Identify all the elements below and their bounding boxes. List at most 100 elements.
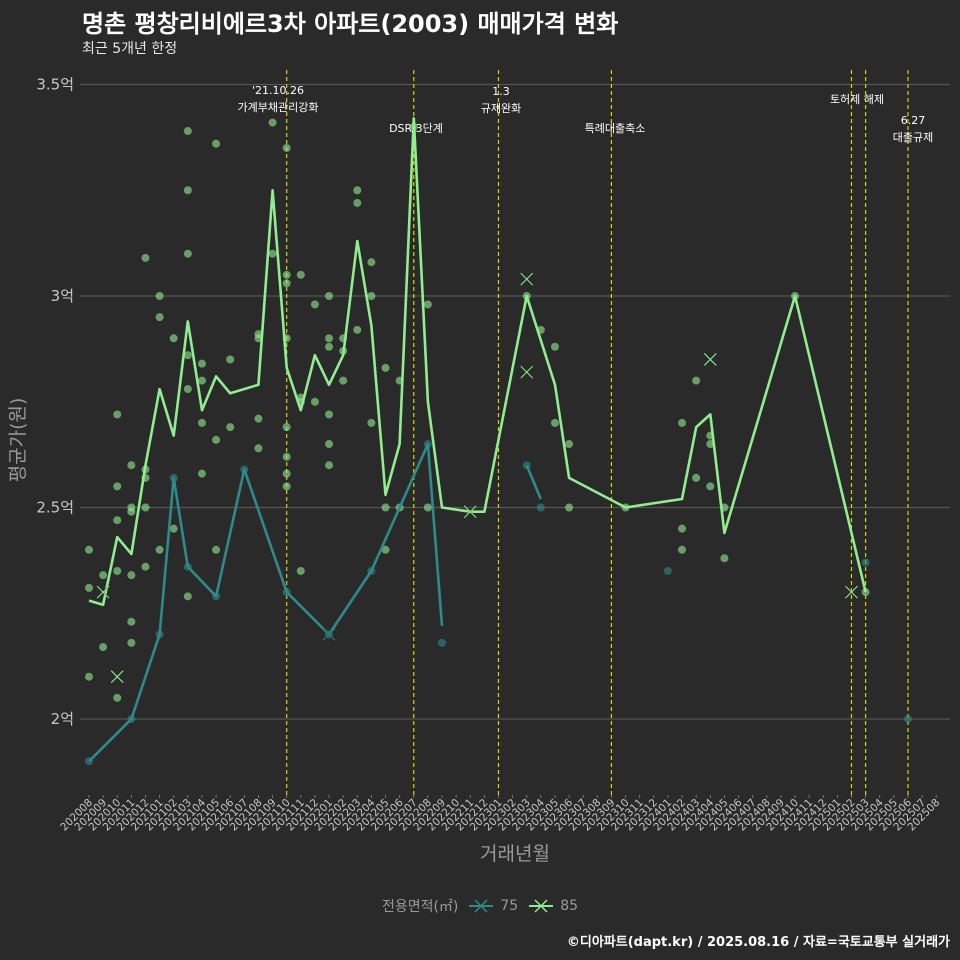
cross-marker-85-2 <box>463 505 477 519</box>
point-85-28 <box>183 249 192 258</box>
point-85-10 <box>127 461 136 470</box>
point-85-46 <box>268 249 277 258</box>
cross-marker-85-6 <box>844 585 858 599</box>
cross-marker-85-1 <box>110 670 124 684</box>
series-line-75-b <box>525 464 542 500</box>
event-label-date-6: 6.27 <box>901 114 926 127</box>
point-85-76 <box>381 363 390 372</box>
point-85-75 <box>367 418 376 427</box>
legend-key-85-icon <box>529 899 554 913</box>
data-points <box>85 118 912 766</box>
series-lines <box>88 117 867 763</box>
point-85-26 <box>183 127 192 136</box>
point-85-2 <box>85 672 93 681</box>
point-85-9 <box>113 693 122 702</box>
point-85-7 <box>113 516 122 525</box>
y-axis-ticks: 2억 2.5억 3억 3.5억 <box>36 76 74 729</box>
point-85-82 <box>423 300 432 309</box>
point-85-0 <box>85 545 93 554</box>
point-85-53 <box>282 469 291 478</box>
point-85-91 <box>678 418 687 427</box>
point-85-63 <box>325 342 334 351</box>
event-label-date-0: '21.10.26 <box>252 84 304 97</box>
x-axis-title: 거래년월 <box>480 843 550 865</box>
point-85-58 <box>296 566 305 575</box>
point-85-77 <box>381 503 390 512</box>
cross-marker-85-0 <box>96 585 110 599</box>
point-85-52 <box>282 452 291 461</box>
point-85-6 <box>113 482 122 491</box>
point-75-16 <box>903 715 912 723</box>
point-85-73 <box>367 258 376 267</box>
point-85-12 <box>127 507 136 516</box>
point-85-29 <box>183 351 192 360</box>
point-85-59 <box>310 300 319 309</box>
legend-label-85: 85 <box>560 898 579 914</box>
point-85-45 <box>268 118 277 127</box>
point-85-31 <box>183 592 192 601</box>
point-85-32 <box>197 359 206 368</box>
event-label-3: 특례대출축소 <box>585 122 646 135</box>
point-85-71 <box>353 198 362 207</box>
legend-title: 전용면적(㎡) <box>381 899 459 915</box>
event-label-6: 대출규제 <box>893 131 933 144</box>
point-85-16 <box>141 253 150 262</box>
point-85-20 <box>141 562 150 571</box>
point-85-15 <box>127 638 136 647</box>
chart-title: 명촌 평창리비에르3차 아파트(2003) 매매가격 변화 <box>82 10 619 38</box>
y-tick-label-0: 2억 <box>51 710 74 728</box>
y-tick-label-1: 2.5억 <box>36 499 74 517</box>
point-85-95 <box>692 473 701 482</box>
legend-key-75-icon <box>469 899 494 913</box>
event-label-2: 규제완화 <box>481 102 521 115</box>
point-85-35 <box>197 469 206 478</box>
point-85-40 <box>226 423 235 432</box>
cross-markers <box>96 272 858 684</box>
point-85-30 <box>183 385 192 394</box>
cross-marker-75-0 <box>322 627 336 641</box>
point-85-55 <box>296 270 305 279</box>
point-85-49 <box>282 279 291 288</box>
cross-marker-85-5 <box>703 352 717 366</box>
point-85-94 <box>692 376 701 385</box>
point-85-70 <box>353 186 362 195</box>
point-85-86 <box>550 342 559 351</box>
point-75-14 <box>663 566 672 575</box>
point-85-34 <box>197 418 206 427</box>
event-label-4: 토허제 해제 <box>830 92 884 106</box>
point-85-23 <box>155 545 164 554</box>
point-75-15 <box>861 558 870 567</box>
point-85-69 <box>339 376 348 385</box>
point-85-54 <box>282 482 291 491</box>
point-85-8 <box>113 566 122 575</box>
cross-marker-85-3 <box>520 272 534 286</box>
point-85-22 <box>155 313 164 322</box>
point-85-98 <box>706 482 715 491</box>
point-85-83 <box>423 503 432 512</box>
legend: 전용면적(㎡) 75 85 <box>0 896 960 916</box>
legend-item-75: 75 <box>468 898 518 914</box>
point-85-43 <box>254 414 263 423</box>
point-85-24 <box>169 334 178 343</box>
point-85-1 <box>85 583 93 592</box>
point-85-27 <box>183 186 192 195</box>
legend-item-85: 85 <box>528 898 578 914</box>
legend-label-75: 75 <box>500 898 519 914</box>
cross-marker-85-4 <box>520 365 534 379</box>
chart-subtitle: 최근 5개년 한정 <box>82 41 178 57</box>
point-85-78 <box>381 545 390 554</box>
point-85-14 <box>127 617 136 626</box>
point-85-33 <box>197 376 206 385</box>
point-85-88 <box>565 440 574 449</box>
point-85-65 <box>325 440 334 449</box>
point-85-100 <box>720 554 729 563</box>
point-85-97 <box>706 440 715 449</box>
point-85-4 <box>99 643 108 652</box>
point-85-62 <box>325 334 334 343</box>
point-85-72 <box>353 325 362 334</box>
point-85-61 <box>325 292 334 300</box>
point-85-13 <box>127 571 136 580</box>
series-line-85 <box>88 117 867 607</box>
